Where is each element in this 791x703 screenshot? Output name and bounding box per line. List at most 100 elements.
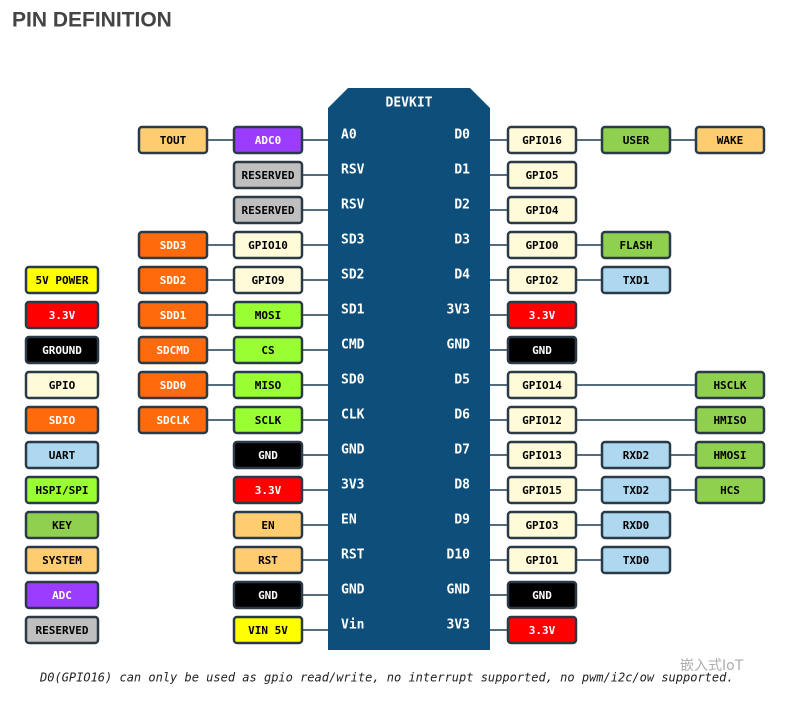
pin-box: RXD0 bbox=[600, 510, 672, 540]
pin-box: HSPI/SPI bbox=[24, 475, 100, 505]
box-bg bbox=[232, 475, 304, 505]
box-label: SDD0 bbox=[160, 379, 187, 392]
box-bg bbox=[232, 580, 304, 610]
pin-label: 3V3 bbox=[447, 303, 470, 318]
box-label: GPIO14 bbox=[522, 379, 562, 392]
pin-box: HSCLK bbox=[694, 370, 766, 400]
box-bg bbox=[232, 510, 304, 540]
pin-box: GPIO16 bbox=[506, 125, 578, 155]
box-label: KEY bbox=[52, 519, 72, 532]
box-label: SDD1 bbox=[160, 309, 187, 322]
box-bg bbox=[232, 160, 304, 190]
pin-box: TOUT bbox=[137, 125, 209, 155]
box-label: TXD2 bbox=[623, 484, 650, 497]
box-label: RESERVED bbox=[242, 204, 295, 217]
box-label: GPIO15 bbox=[522, 484, 562, 497]
pin-box: HMISO bbox=[694, 405, 766, 435]
box-bg bbox=[506, 300, 578, 330]
box-label: SDCMD bbox=[156, 344, 189, 357]
box-bg bbox=[232, 265, 304, 295]
pin-box: SDD0 bbox=[137, 370, 209, 400]
pin-box: 3.3V bbox=[506, 300, 578, 330]
box-label: GND bbox=[258, 449, 278, 462]
box-label: GPIO4 bbox=[525, 204, 558, 217]
pin-box: KEY bbox=[24, 510, 100, 540]
box-bg bbox=[137, 265, 209, 295]
box-label: GPIO13 bbox=[522, 449, 562, 462]
board-label: DEVKIT bbox=[386, 96, 433, 111]
pin-box: 3.3V bbox=[232, 475, 304, 505]
pin-box: EN bbox=[232, 510, 304, 540]
box-bg bbox=[506, 230, 578, 260]
pin-box: GPIO5 bbox=[506, 160, 578, 190]
box-bg bbox=[24, 300, 100, 330]
pin-box: HMOSI bbox=[694, 440, 766, 470]
box-bg bbox=[24, 545, 100, 575]
pin-box: SDIO bbox=[24, 405, 100, 435]
box-label: 3.3V bbox=[255, 484, 282, 497]
box-label: MISO bbox=[255, 379, 282, 392]
box-label: GPIO10 bbox=[248, 239, 288, 252]
box-bg bbox=[506, 335, 578, 365]
box-label: HSPI/SPI bbox=[36, 484, 89, 497]
box-bg bbox=[24, 475, 100, 505]
box-bg bbox=[506, 160, 578, 190]
box-bg bbox=[232, 440, 304, 470]
pin-label: RST bbox=[341, 548, 365, 563]
pin-label: D10 bbox=[447, 548, 471, 563]
pin-box: GPIO0 bbox=[506, 230, 578, 260]
pin-box: SDD3 bbox=[137, 230, 209, 260]
pin-box: 5V POWER bbox=[24, 265, 100, 295]
box-label: SCLK bbox=[255, 414, 282, 427]
pin-box: TXD0 bbox=[600, 545, 672, 575]
box-bg bbox=[232, 125, 304, 155]
pin-label: RSV bbox=[341, 163, 365, 178]
box-bg bbox=[137, 370, 209, 400]
box-bg bbox=[24, 265, 100, 295]
box-label: WAKE bbox=[717, 134, 744, 147]
box-label: GPIO12 bbox=[522, 414, 562, 427]
pin-box: GPIO4 bbox=[506, 195, 578, 225]
pin-box: GPIO1 bbox=[506, 545, 578, 575]
box-label: USER bbox=[623, 134, 650, 147]
box-label: GPIO0 bbox=[525, 239, 558, 252]
box-bg bbox=[232, 300, 304, 330]
pin-box: 3.3V bbox=[24, 300, 100, 330]
box-label: 3.3V bbox=[529, 624, 556, 637]
box-label: GPIO bbox=[49, 379, 76, 392]
box-bg bbox=[232, 230, 304, 260]
pin-box: MISO bbox=[232, 370, 304, 400]
box-bg bbox=[600, 265, 672, 295]
box-bg bbox=[506, 265, 578, 295]
pin-box: GPIO9 bbox=[232, 265, 304, 295]
box-bg bbox=[506, 580, 578, 610]
box-bg bbox=[694, 125, 766, 155]
pin-box: GROUND bbox=[24, 335, 100, 365]
box-label: 3.3V bbox=[49, 309, 76, 322]
pin-box: SDD2 bbox=[137, 265, 209, 295]
pin-box: SCLK bbox=[232, 405, 304, 435]
pin-box: ADC0 bbox=[232, 125, 304, 155]
pin-label: D4 bbox=[454, 268, 470, 283]
pin-box: ADC bbox=[24, 580, 100, 610]
pin-box: RESERVED bbox=[24, 615, 100, 645]
box-bg bbox=[600, 440, 672, 470]
box-bg bbox=[506, 615, 578, 645]
box-bg bbox=[506, 545, 578, 575]
box-label: TXD1 bbox=[623, 274, 650, 287]
box-bg bbox=[600, 545, 672, 575]
board bbox=[328, 88, 490, 650]
pin-box: RESERVED bbox=[232, 160, 304, 190]
pin-label: D5 bbox=[454, 373, 470, 388]
pin-box: SDCMD bbox=[137, 335, 209, 365]
box-label: GROUND bbox=[42, 344, 82, 357]
box-label: GPIO1 bbox=[525, 554, 558, 567]
box-bg bbox=[694, 475, 766, 505]
pin-box: UART bbox=[24, 440, 100, 470]
pin-box: GPIO14 bbox=[506, 370, 578, 400]
pin-label: CMD bbox=[341, 338, 365, 353]
box-bg bbox=[232, 615, 304, 645]
box-label: GPIO16 bbox=[522, 134, 562, 147]
box-bg bbox=[232, 405, 304, 435]
